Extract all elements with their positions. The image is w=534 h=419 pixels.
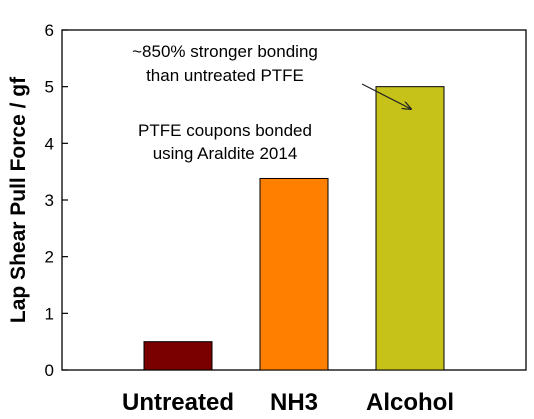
x-tick-label-untreated: Untreated [122,389,234,416]
annotation-ptfe-line2: using Araldite 2014 [153,144,298,163]
bars [143,86,445,371]
annotation-stronger-line2: than untreated PTFE [146,66,304,85]
bar-untreated [143,341,213,371]
y-axis-label: Lap Shear Pull Force / gf [7,76,30,323]
y-tick-label: 4 [45,134,54,153]
y-tick-label: 3 [45,191,54,210]
x-tick-label-nh3: NH3 [270,389,318,416]
x-tick-label-alcohol: Alcohol [366,389,454,416]
bar-alcohol [375,86,445,371]
y-tick-label: 6 [45,21,54,40]
x-axis-labels: Untreated NH3 Alcohol [122,389,454,416]
y-tick-label: 0 [45,361,54,380]
y-axis-ticks: 0 1 2 3 4 5 6 [45,21,68,380]
annotation-arrow [361,83,411,109]
annotation-stronger-line1: ~850% stronger bonding [132,42,318,61]
y-tick-label: 1 [45,304,54,323]
bar-nh3 [259,177,329,371]
y-tick-label: 5 [45,78,54,97]
annotation-ptfe-line1: PTFE coupons bonded [138,121,312,140]
y-tick-label: 2 [45,248,54,267]
